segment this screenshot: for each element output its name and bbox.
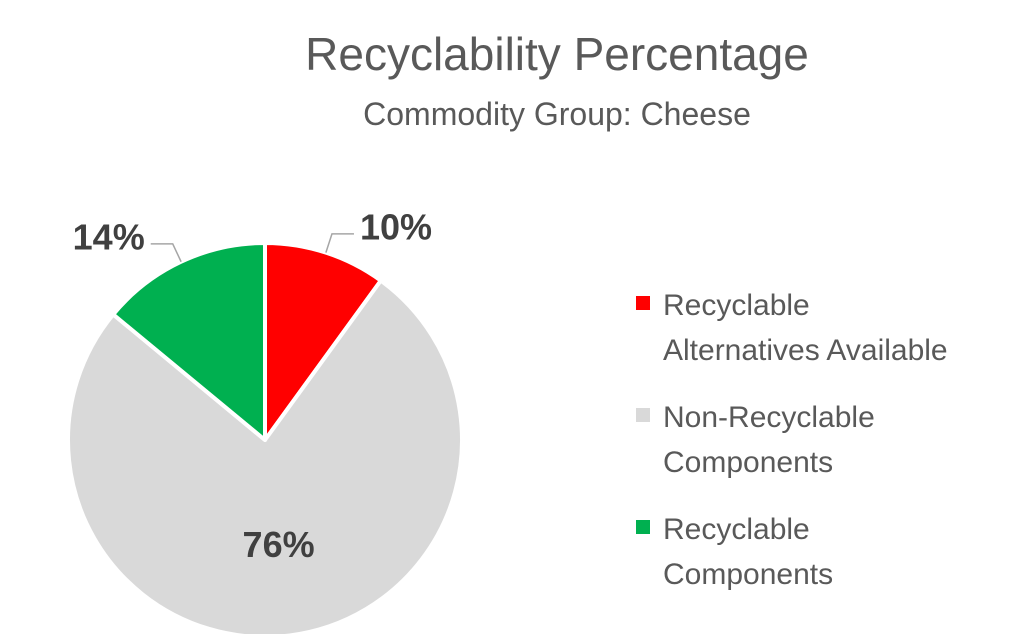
legend-line: Recyclable — [663, 289, 818, 322]
legend-line: Recyclable — [663, 513, 818, 546]
data-label: 76% — [243, 524, 315, 565]
chart-title: Recyclability Percentage — [305, 28, 809, 80]
chart-subtitle: Commodity Group: Cheese — [363, 96, 751, 132]
legend-line: Components — [663, 446, 833, 479]
legend-swatch — [636, 408, 650, 422]
data-label: 10% — [360, 206, 432, 247]
legend-line: Components — [663, 558, 833, 591]
legend-swatch — [636, 520, 650, 534]
legend-line: Non-Recyclable — [663, 401, 883, 434]
data-label: 14% — [73, 216, 145, 257]
chart: Recyclability Percentage Commodity Group… — [0, 0, 1020, 634]
legend-line: Alternatives Available — [663, 334, 948, 367]
legend-swatch — [636, 296, 650, 310]
